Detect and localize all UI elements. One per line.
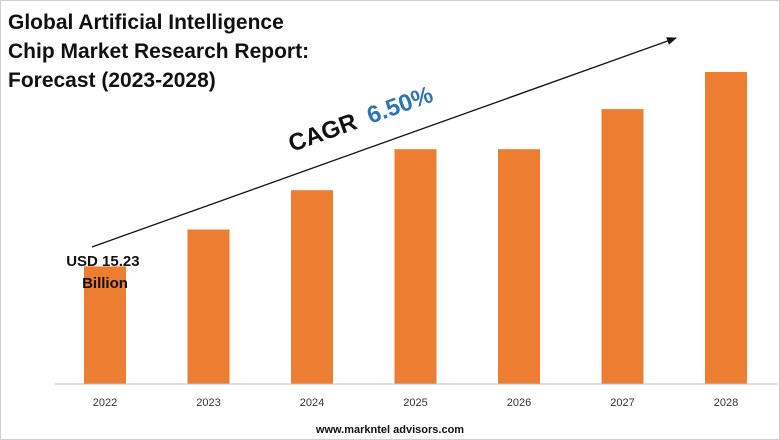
bar-2028 (705, 72, 747, 384)
bar-2027 (601, 109, 644, 384)
bar-chart: 2022 2023 2024 2025 2026 2027 2028 CAGR 6.50% … (55, 37, 778, 409)
first-bar-label-line-2: Billion (82, 275, 128, 292)
cagr-text: CAGR (285, 108, 361, 157)
bars-layer (84, 72, 747, 384)
x-tick-label-2022: 2022 (93, 397, 117, 409)
bar-2022 (84, 266, 126, 384)
x-tick-label-2024: 2024 (300, 397, 324, 409)
cagr-value: 6.50% (363, 81, 436, 129)
x-tick-label-2028: 2028 (714, 397, 738, 409)
x-tick-label-2027: 2027 (610, 397, 634, 409)
title-line-2: Chip Market Research Report: (8, 40, 310, 63)
footer-website: www.markntel advisors.com (315, 424, 465, 436)
cagr-arrow (91, 37, 677, 248)
x-tick-label-2023: 2023 (196, 397, 220, 409)
first-bar-label: USD 15.23 Billion (66, 253, 144, 292)
bar-2025 (394, 149, 437, 384)
bar-2023 (187, 229, 230, 384)
x-tick-label-2025: 2025 (403, 397, 427, 409)
first-bar-label-line-1: USD 15.23 (66, 253, 139, 270)
x-tick-label-2026: 2026 (507, 397, 531, 409)
title-line-1: Global Artificial Intelligence (8, 11, 284, 34)
title-line-3: Forecast (2023-2028) (8, 69, 216, 92)
chart-title: Global Artificial Intelligence Chip Mark… (8, 8, 348, 95)
bar-2024 (291, 190, 333, 384)
x-tick-labels: 2022 2023 2024 2025 2026 2027 2028 (93, 397, 738, 409)
bar-2026 (498, 149, 540, 384)
cagr-label: CAGR 6.50% (285, 81, 437, 157)
